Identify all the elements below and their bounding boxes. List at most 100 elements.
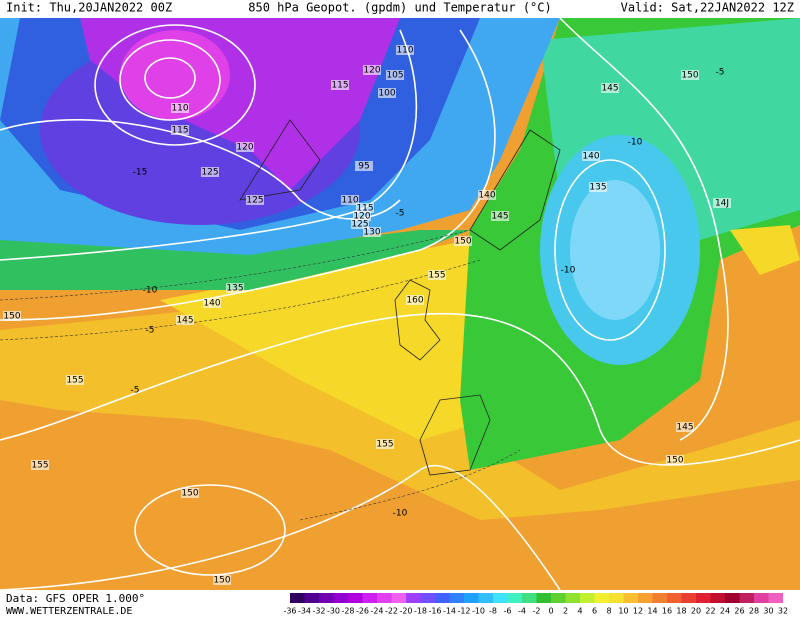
contour-label-bg	[582, 151, 600, 161]
contour-label: 100	[378, 89, 395, 99]
temperature-label: -10	[628, 138, 643, 148]
colorbar-segment	[290, 593, 305, 603]
contour-label-bg	[31, 460, 49, 470]
contour-label-bg	[363, 65, 381, 75]
contour-label-bg	[491, 211, 509, 221]
colorbar-label: 4	[577, 607, 582, 616]
temperature-label: -5	[131, 386, 140, 396]
contour-label-bg	[203, 298, 221, 308]
contour-label: 145	[601, 84, 618, 94]
temperature-label: -15	[133, 168, 148, 178]
contour-label-bg	[396, 45, 414, 55]
contour-label: 110	[341, 196, 358, 206]
colorbar-segment	[565, 593, 580, 603]
colorbar-segment	[507, 593, 522, 603]
colorbar-label: -30	[327, 607, 340, 616]
contour-label-bg	[353, 211, 371, 221]
colorbar-segment	[319, 593, 334, 603]
colorbar-segment	[333, 593, 348, 603]
contour-label-bg	[176, 315, 194, 325]
colorbar-label: -26	[356, 607, 369, 616]
contour-label-bg	[171, 125, 189, 135]
contour-label: 150	[454, 237, 471, 247]
contour-label: 135	[226, 284, 243, 294]
colorbar-segment	[449, 593, 464, 603]
contour-label: 115	[171, 126, 188, 136]
colorbar-segment	[536, 593, 551, 603]
contour-label-bg	[356, 203, 374, 213]
contour-label: 95	[358, 162, 369, 172]
contour-label: 115	[331, 81, 348, 91]
colorbar-segment	[406, 593, 421, 603]
contour-label: 155	[31, 461, 48, 471]
contour-label-bg	[246, 195, 264, 205]
colorbar-label: -34	[298, 607, 311, 616]
contour-label-bg	[236, 142, 254, 152]
contour-label: 160	[406, 296, 423, 306]
contour-label: 14J	[715, 199, 729, 209]
colorbar-label: 26	[734, 607, 744, 616]
colorbar-segment	[710, 593, 725, 603]
colorbar-label: -18	[414, 607, 427, 616]
contour-label: 145	[491, 212, 508, 222]
colorbar-segment	[652, 593, 667, 603]
contour-label: 115	[356, 204, 373, 214]
contour-label: 130	[363, 228, 380, 238]
contour-label-bg	[478, 190, 496, 200]
colorbar-label: 28	[749, 607, 759, 616]
colorbar-label: -14	[443, 607, 456, 616]
contour-label-bg	[681, 70, 699, 80]
contour-label-bg	[351, 219, 369, 229]
colorbar-label: 0	[548, 607, 553, 616]
contour-label: 120	[363, 66, 380, 76]
colorbar-label: 30	[763, 607, 773, 616]
contour-label-bg	[331, 80, 349, 90]
coastlines	[239, 119, 561, 476]
colorbar-label: -22	[385, 607, 398, 616]
colorbar-label: 6	[592, 607, 597, 616]
colorbar-segment	[304, 593, 319, 603]
contour-label-bg	[355, 161, 373, 171]
colorbar-label: -32	[312, 607, 325, 616]
contour-label-bg	[406, 295, 424, 305]
contour-label-bg	[376, 439, 394, 449]
colorbar-segment	[681, 593, 696, 603]
temperature-label: -10	[143, 286, 158, 296]
colorbar-label: 8	[606, 607, 611, 616]
colorbar-label: 32	[778, 607, 788, 616]
contour-label: 155	[428, 271, 445, 281]
contour-label: 140	[203, 299, 220, 309]
map-title: 850 hPa Geopot. (gpdm) und Temperatur (°…	[248, 1, 551, 15]
colorbar-label: -6	[504, 607, 512, 616]
contour-label-bg	[676, 422, 694, 432]
colorbar-label: 20	[691, 607, 701, 616]
website: WWW.WETTERZENTRALE.DE	[6, 606, 132, 617]
contour-label: 150	[213, 576, 230, 586]
colorbar-segment	[594, 593, 609, 603]
colorbar-segment	[464, 593, 479, 603]
colorbar-segment	[696, 593, 711, 603]
colorbar-segment	[348, 593, 363, 603]
contour-label: 105	[386, 71, 403, 81]
colorbar-segment	[754, 593, 769, 603]
colorbar-segment	[580, 593, 595, 603]
colorbar-label: -2	[533, 607, 541, 616]
contour-label: 155	[66, 376, 83, 386]
contour-label: 150	[3, 312, 20, 322]
valid-time: Valid: Sat,22JAN2022 12Z	[621, 1, 794, 15]
contour-label-bg	[201, 167, 219, 177]
contour-label-bg	[666, 455, 684, 465]
contour-label-bg	[601, 83, 619, 93]
contour-label: 120	[236, 143, 253, 153]
colorbar-segment	[493, 593, 508, 603]
contour-label-bg	[386, 70, 404, 80]
colorbar-segment	[420, 593, 435, 603]
colorbar-label: 14	[647, 607, 657, 616]
colorbar-label: 16	[662, 607, 672, 616]
colorbar-label: 24	[720, 607, 730, 616]
colorbar-label: -28	[341, 607, 354, 616]
contour-label: 125	[351, 220, 368, 230]
contour-label: 145	[176, 316, 193, 326]
colorbar-label: -36	[283, 607, 296, 616]
contour-label-bg	[454, 236, 472, 246]
